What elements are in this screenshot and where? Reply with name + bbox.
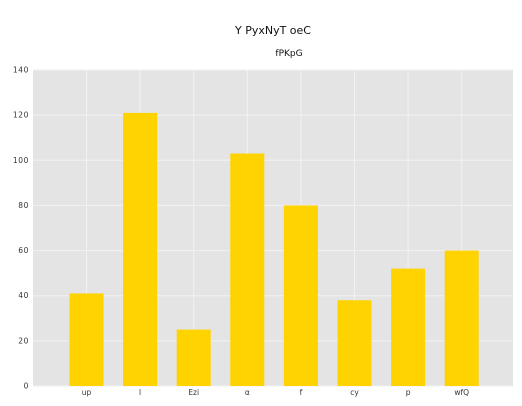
x-tick-label: up: [82, 388, 92, 397]
y-axis-ticks: 0 20 40 60 80 100 120 140: [13, 66, 29, 391]
y-tick-label: 120: [13, 111, 29, 120]
bar-4: [283, 205, 318, 386]
y-tick-label: 60: [18, 246, 29, 255]
x-tick-label: f: [300, 388, 303, 397]
x-tick-label: p: [406, 388, 411, 397]
x-tick-label: α: [245, 388, 250, 397]
chart-subtitle: fPKpG: [275, 49, 302, 59]
bar-7: [444, 250, 479, 386]
y-tick-label: 140: [13, 66, 29, 75]
bar-5: [337, 300, 372, 386]
plot-area: [33, 70, 513, 386]
x-tick-label: wfQ: [454, 388, 469, 397]
bar-0: [69, 293, 104, 386]
bar-3: [230, 153, 265, 386]
x-tick-label: Ezi: [188, 388, 199, 397]
chart-title: Y PyxNyT oeC: [234, 24, 311, 37]
y-tick-label: 80: [18, 201, 29, 210]
y-tick-label: 100: [13, 156, 29, 165]
y-tick-label: 20: [18, 336, 29, 345]
x-tick-label: cy: [350, 388, 359, 397]
bars: [69, 112, 479, 386]
y-tick-label: 40: [18, 291, 29, 300]
bar-1: [123, 112, 158, 386]
x-tick-label: l: [139, 388, 141, 397]
bar-2: [176, 329, 211, 386]
y-tick-label: 0: [24, 382, 29, 391]
bar-6: [391, 268, 426, 386]
x-axis-ticks: up l Ezi α f cy p wfQ: [82, 388, 469, 397]
